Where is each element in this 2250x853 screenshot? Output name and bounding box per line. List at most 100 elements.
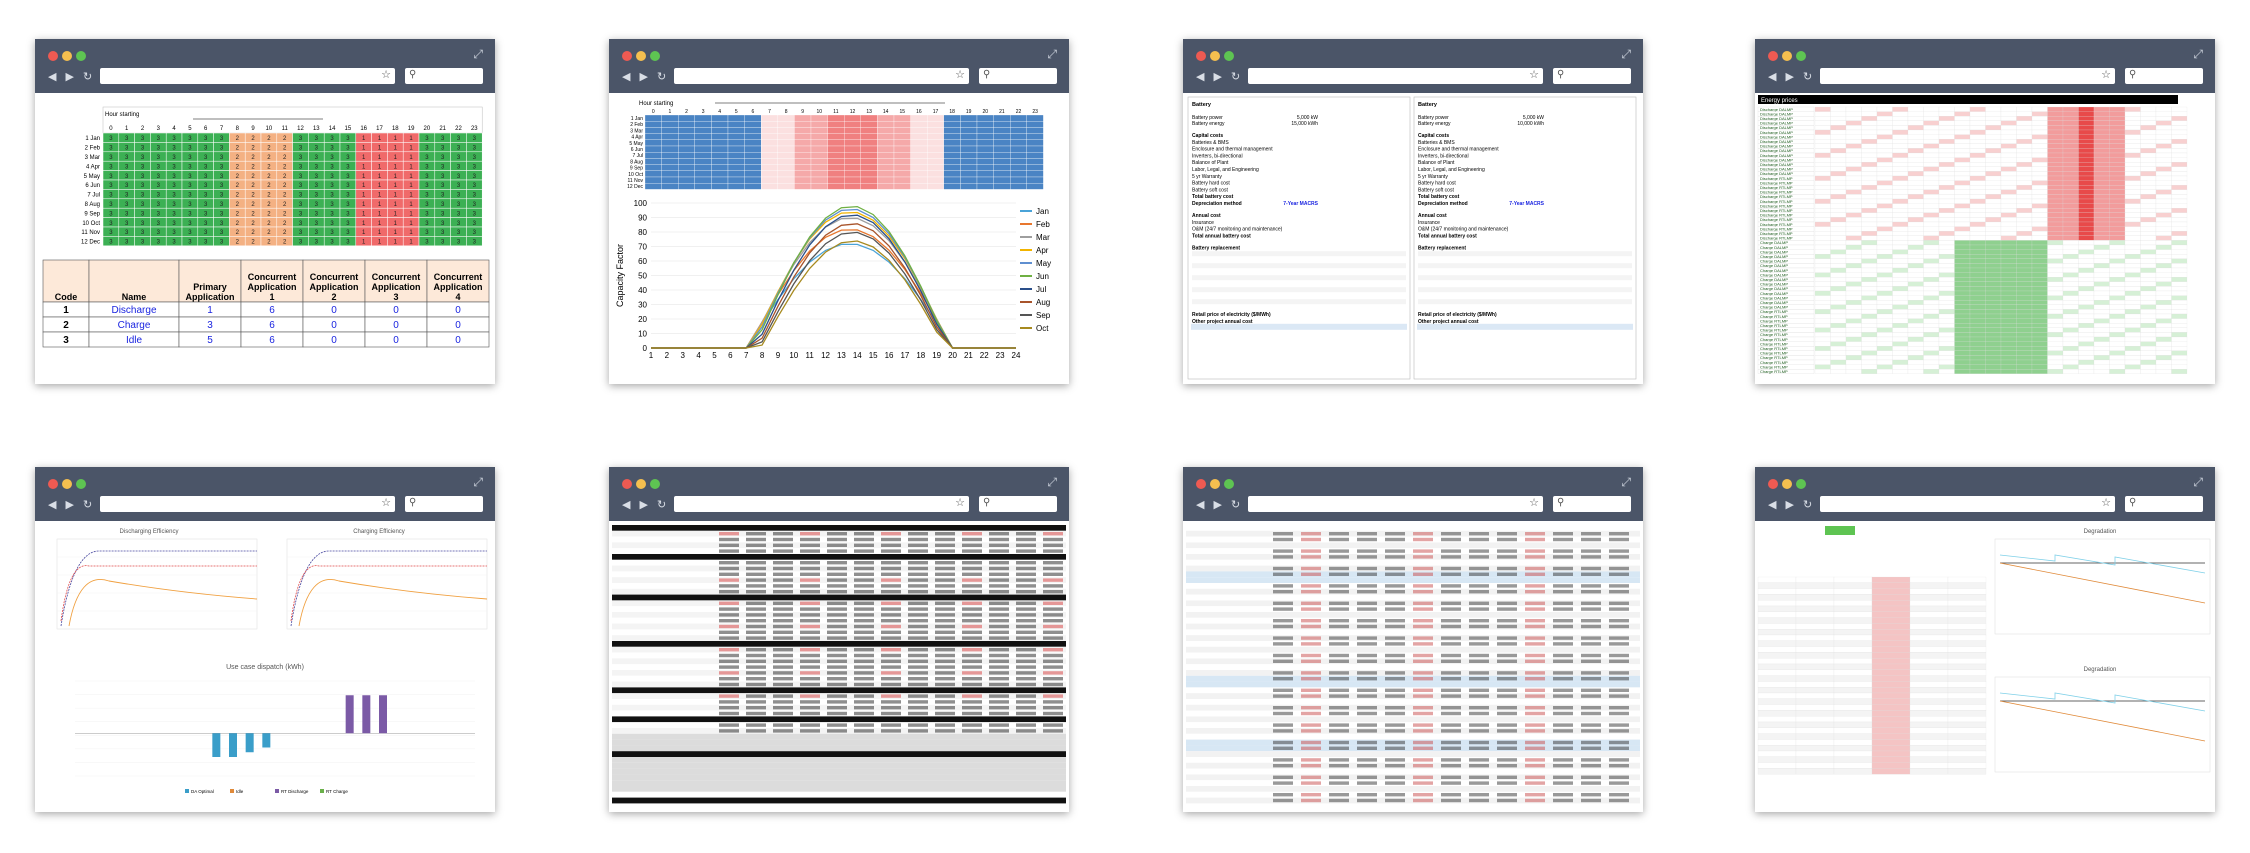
price-cell <box>1985 198 2002 204</box>
price-cell <box>2109 249 2126 255</box>
minimize-window-button[interactable] <box>1782 51 1792 61</box>
tax-value <box>1385 532 1405 536</box>
maximize-window-button[interactable] <box>650 51 660 61</box>
expand-icon[interactable]: ⤢ <box>1621 475 1631 489</box>
close-window-button[interactable] <box>1196 479 1206 489</box>
bookmark-star-icon[interactable]: ☆ <box>2101 69 2111 81</box>
tax-value <box>1357 607 1377 611</box>
search-field[interactable]: ⚲ <box>979 68 1057 84</box>
price-cell <box>1938 313 1955 319</box>
schedule-code: 3 <box>425 183 429 189</box>
price-cell <box>2047 175 2064 181</box>
close-window-button[interactable] <box>1768 479 1778 489</box>
expand-icon[interactable]: ⤢ <box>473 47 483 61</box>
minimize-window-button[interactable] <box>1210 479 1220 489</box>
address-bar[interactable]: ☆ <box>100 68 395 84</box>
address-bar[interactable]: ☆ <box>674 496 969 512</box>
bookmark-star-icon[interactable]: ☆ <box>381 69 391 81</box>
price-cell <box>1954 217 1971 223</box>
search-field[interactable]: ⚲ <box>1553 496 1631 512</box>
minimize-window-button[interactable] <box>636 51 646 61</box>
maximize-window-button[interactable] <box>1796 479 1806 489</box>
price-cell <box>1892 336 1909 342</box>
bookmark-star-icon[interactable]: ☆ <box>1529 69 1539 81</box>
cf-cell <box>976 158 994 165</box>
expand-icon[interactable]: ⤢ <box>1047 475 1057 489</box>
maximize-window-button[interactable] <box>1224 51 1234 61</box>
close-window-button[interactable] <box>48 51 58 61</box>
search-field[interactable]: ⚲ <box>2125 68 2203 84</box>
maximize-window-button[interactable] <box>650 479 660 489</box>
address-bar[interactable]: ☆ <box>1820 496 2115 512</box>
cf-cell <box>976 127 994 134</box>
price-cell <box>1845 281 1862 287</box>
search-field[interactable]: ⚲ <box>405 68 483 84</box>
address-bar[interactable]: ☆ <box>1248 68 1543 84</box>
search-field[interactable]: ⚲ <box>979 496 1057 512</box>
close-window-button[interactable] <box>622 51 632 61</box>
expand-icon[interactable]: ⤢ <box>2193 475 2203 489</box>
minimize-window-button[interactable] <box>62 479 72 489</box>
minimize-window-button[interactable] <box>636 479 646 489</box>
price-cell <box>1954 258 1971 264</box>
schedule-code: 2 <box>267 174 271 180</box>
minimize-window-button[interactable] <box>62 51 72 61</box>
expand-icon[interactable]: ⤢ <box>1047 47 1057 61</box>
navigation-icons[interactable]: ◀ ▶ ↻ <box>622 71 670 83</box>
navigation-icons[interactable]: ◀ ▶ ↻ <box>48 71 96 83</box>
bookmark-star-icon[interactable]: ☆ <box>1529 497 1539 509</box>
price-cell <box>1985 125 2002 131</box>
cf-cell <box>860 152 878 159</box>
maximize-window-button[interactable] <box>76 479 86 489</box>
close-window-button[interactable] <box>1768 51 1778 61</box>
address-bar[interactable]: ☆ <box>1820 68 2115 84</box>
search-field[interactable]: ⚲ <box>405 496 483 512</box>
address-bar[interactable]: ☆ <box>674 68 969 84</box>
price-cell <box>2109 254 2126 259</box>
cf-cell <box>993 145 1011 153</box>
navigation-icons[interactable]: ◀ ▶ ↻ <box>1196 71 1244 83</box>
bookmark-star-icon[interactable]: ☆ <box>955 497 965 509</box>
schedule-code: 3 <box>157 211 161 217</box>
bookmark-star-icon[interactable]: ☆ <box>2101 497 2111 509</box>
tax-value <box>1609 572 1629 576</box>
bookmark-star-icon[interactable]: ☆ <box>381 497 391 509</box>
tax-value <box>1581 688 1601 692</box>
address-bar[interactable]: ☆ <box>100 496 395 512</box>
cf-value <box>881 543 901 547</box>
degradation-cell <box>1795 692 1835 699</box>
bookmark-star-icon[interactable]: ☆ <box>955 69 965 81</box>
price-cell <box>2031 129 2048 135</box>
cf-value <box>881 630 901 634</box>
maximize-window-button[interactable] <box>76 51 86 61</box>
search-field[interactable]: ⚲ <box>1553 68 1631 84</box>
navigation-icons[interactable]: ◀ ▶ ↻ <box>622 499 670 511</box>
expand-icon[interactable]: ⤢ <box>2193 47 2203 61</box>
expand-icon[interactable]: ⤢ <box>473 475 483 489</box>
maximize-window-button[interactable] <box>1796 51 1806 61</box>
minimize-window-button[interactable] <box>1210 51 1220 61</box>
expand-icon[interactable]: ⤢ <box>1621 47 1631 61</box>
cf-cell <box>893 170 911 178</box>
navigation-icons[interactable]: ◀ ▶ ↻ <box>1768 499 1816 511</box>
tax-value <box>1525 532 1545 536</box>
navigation-icons[interactable]: ◀ ▶ ↻ <box>1196 499 1244 511</box>
navigation-icons[interactable]: ◀ ▶ ↻ <box>1768 71 1816 83</box>
close-window-button[interactable] <box>622 479 632 489</box>
tax-value <box>1497 642 1517 646</box>
tax-value <box>1357 729 1377 733</box>
maximize-window-button[interactable] <box>1224 479 1234 489</box>
close-window-button[interactable] <box>1196 51 1206 61</box>
navigation-icons[interactable]: ◀ ▶ ↻ <box>48 499 96 511</box>
price-cell <box>2078 212 2095 218</box>
cf-cell <box>927 127 944 134</box>
price-cell <box>1830 116 1847 121</box>
replacement-row <box>1192 287 1406 293</box>
address-bar[interactable]: ☆ <box>1248 496 1543 512</box>
cf-cell <box>927 139 944 147</box>
search-field[interactable]: ⚲ <box>2125 496 2203 512</box>
minimize-window-button[interactable] <box>1782 479 1792 489</box>
price-cell <box>1923 111 1940 117</box>
price-cell <box>2109 290 2126 296</box>
close-window-button[interactable] <box>48 479 58 489</box>
